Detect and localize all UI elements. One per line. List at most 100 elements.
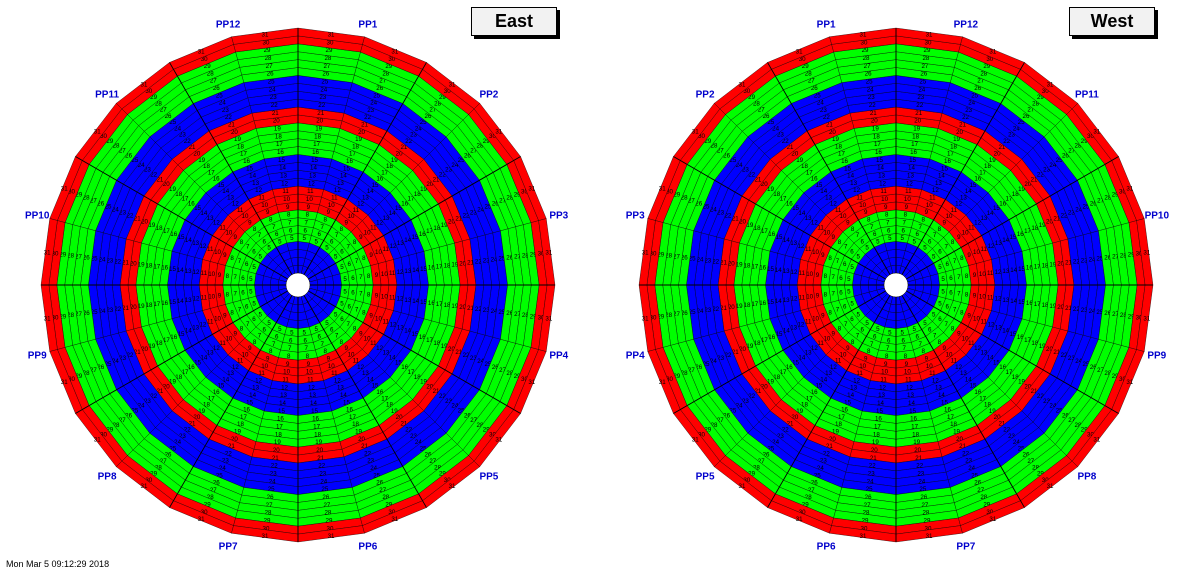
ring-number-label: 8 [226, 273, 230, 280]
ring-number-label: 31 [926, 31, 933, 38]
pp-label: PP5 [479, 471, 498, 482]
ring-number-label: 27 [160, 458, 167, 465]
ring-number-label: 30 [489, 133, 496, 140]
ring-number-label: 26 [695, 201, 702, 208]
ring-number-label: 19 [872, 125, 879, 132]
ring-number-label: 5 [900, 329, 904, 336]
ring-number-label: 12 [932, 377, 939, 384]
ring-number-label: 26 [506, 254, 513, 261]
ring-number-label: 12 [974, 220, 981, 227]
ring-number-label: 11 [835, 207, 842, 214]
ring-number-label: 14 [279, 165, 286, 172]
ring-number-label: 18 [444, 302, 451, 309]
ring-number-label: 23 [1068, 210, 1075, 217]
ring-number-label: 24 [451, 403, 458, 410]
ring-number-label: 22 [1003, 138, 1010, 145]
ring-number-label: 29 [326, 518, 333, 525]
ring-number-label: 27 [921, 502, 928, 509]
ring-number-label: 23 [1008, 433, 1015, 440]
ring-number-label: 9 [821, 252, 825, 259]
ring-number-label: 31 [61, 379, 68, 386]
ring-number-label: 15 [178, 234, 185, 241]
ring-number-label: 18 [950, 421, 957, 428]
ring-number-label: 6 [245, 261, 249, 268]
ring-number-label: 22 [1037, 393, 1044, 400]
ring-number-label: 6 [902, 337, 906, 344]
ring-number-label: 12 [811, 345, 818, 352]
ring-number-label: 29 [657, 313, 664, 320]
ring-number-label: 11 [370, 340, 377, 347]
ring-number-label: 14 [1010, 298, 1017, 305]
ring-number-label: 17 [911, 141, 918, 148]
ring-number-label: 20 [739, 219, 746, 226]
ring-number-label: 6 [861, 326, 865, 333]
ring-number-label: 14 [200, 210, 207, 217]
ring-number-label: 27 [429, 458, 436, 465]
ring-number-label: 12 [974, 345, 981, 352]
ring-number-label: 28 [665, 252, 672, 259]
ring-number-label: 6 [241, 275, 245, 282]
ring-number-label: 25 [216, 92, 223, 99]
ring-number-label: 8 [828, 310, 832, 317]
ring-number-label: 8 [269, 216, 273, 223]
ring-number-label: 27 [266, 502, 273, 509]
ring-number-label: 13 [207, 215, 214, 222]
ring-number-label: 28 [1032, 464, 1039, 471]
ring-number-label: 17 [1024, 228, 1031, 235]
sector-divider [75, 290, 288, 414]
ring-number-label: 27 [864, 502, 871, 509]
ring-number-label: 10 [840, 213, 847, 220]
ring-number-label: 10 [962, 335, 969, 342]
ring-number-label: 18 [203, 402, 210, 409]
ring-number-label: 24 [772, 439, 779, 446]
ring-number-label: 29 [530, 251, 537, 258]
ring-number-label: 26 [425, 113, 432, 120]
ring-number-label: 22 [405, 138, 412, 145]
ring-number-label: 25 [814, 92, 821, 99]
ring-number-label: 25 [321, 78, 328, 85]
ring-number-label: 7 [246, 244, 250, 251]
ring-number-label: 12 [193, 296, 200, 303]
ring-number-label: 29 [530, 313, 537, 320]
ring-number-label: 31 [1126, 379, 1133, 386]
ring-number-label: 22 [962, 114, 969, 121]
ring-number-label: 18 [203, 163, 210, 170]
ring-number-label: 10 [348, 213, 355, 220]
ring-number-label: 22 [126, 352, 133, 359]
ring-number-label: 7 [957, 291, 961, 298]
ring-number-label: 21 [959, 122, 966, 129]
ring-number-label: 11 [237, 207, 244, 214]
ring-number-label: 9 [884, 204, 888, 211]
sector-divider [303, 295, 427, 508]
ring-number-label: 9 [369, 252, 373, 259]
ring-number-label: 5 [340, 301, 344, 308]
ring-number-label: 11 [905, 376, 912, 383]
ring-number-label: 14 [177, 267, 184, 274]
ring-number-label: 6 [949, 275, 953, 282]
ring-number-label: 13 [995, 325, 1002, 332]
ring-number-label: 27 [323, 63, 330, 70]
ring-number-label: 5 [290, 235, 294, 242]
ring-number-label: 24 [968, 100, 975, 107]
ring-number-label: 17 [426, 228, 433, 235]
pp-label: PP2 [696, 90, 715, 101]
ring-number-label: 17 [313, 141, 320, 148]
ring-number-label: 6 [861, 238, 865, 245]
ring-number-label: 19 [391, 157, 398, 164]
ring-number-label: 24 [269, 86, 276, 93]
ring-number-label: 20 [130, 261, 137, 268]
ring-number-label: 23 [483, 307, 490, 314]
ring-number-label: 27 [1027, 458, 1034, 465]
ring-number-label: 19 [1018, 379, 1025, 386]
ring-number-label: 28 [155, 464, 162, 471]
ring-number-label: 16 [277, 416, 284, 423]
ring-number-label: 30 [52, 250, 59, 257]
ring-number-label: 12 [334, 187, 341, 194]
ring-number-label: 15 [776, 234, 783, 241]
ring-number-label: 5 [923, 245, 927, 252]
ring-number-label: 9 [905, 361, 909, 368]
ring-number-label: 15 [792, 205, 799, 212]
ring-number-label: 6 [887, 227, 891, 234]
ring-number-label: 24 [1013, 439, 1020, 446]
ring-number-label: 18 [156, 225, 163, 232]
